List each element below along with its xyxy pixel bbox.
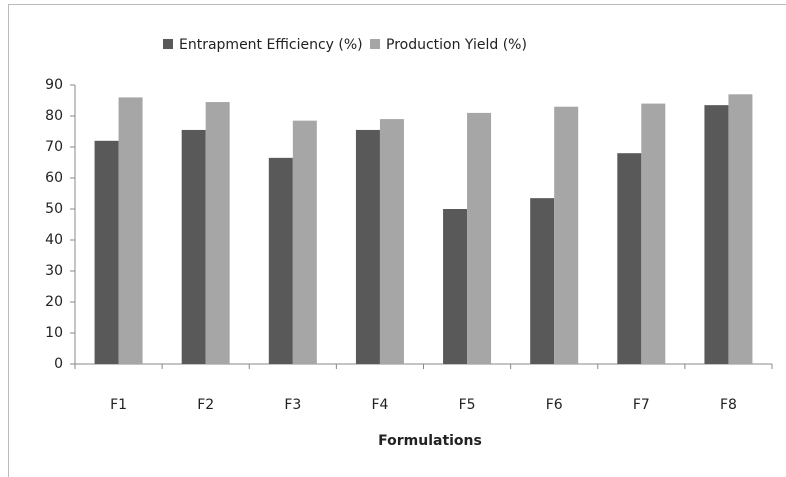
y-tick-label: 50 (45, 201, 63, 217)
bar (467, 112, 492, 365)
x-axis-title: Formulations (378, 433, 482, 449)
x-tick-label: F3 (284, 397, 301, 413)
bar (728, 94, 753, 365)
bar (181, 129, 206, 364)
y-tick-label: 70 (45, 139, 63, 155)
bar (118, 97, 143, 365)
x-tick-label: F7 (633, 397, 650, 413)
y-tick-label: 40 (45, 232, 63, 248)
y-tick-label: 30 (45, 263, 63, 279)
y-tick-label: 80 (45, 108, 63, 124)
bar (292, 120, 317, 365)
y-tick-label: 90 (45, 77, 63, 93)
legend-swatch (163, 39, 173, 49)
bar (443, 209, 468, 364)
x-tick-label: F5 (459, 397, 476, 413)
x-tick-label: F8 (720, 397, 737, 413)
legend-label: Production Yield (%) (386, 37, 527, 53)
x-tick-label: F2 (197, 397, 214, 413)
bar (554, 106, 579, 364)
bar (94, 140, 119, 364)
legend-label: Entrapment Efficiency (%) (179, 37, 363, 53)
x-tick-label: F4 (371, 397, 388, 413)
bar (617, 153, 642, 364)
x-tick-label: F6 (546, 397, 563, 413)
y-tick-label: 60 (45, 170, 63, 186)
x-tick-label: F1 (110, 397, 127, 413)
bar (641, 103, 666, 364)
legend-swatch (370, 39, 380, 49)
bar (205, 102, 230, 365)
y-tick-label: 10 (45, 325, 63, 341)
y-tick-label: 20 (45, 294, 63, 310)
bar (355, 129, 380, 364)
bar (379, 119, 404, 364)
bar (704, 105, 729, 365)
bar (268, 157, 293, 364)
bar (530, 198, 555, 364)
y-tick-label: 0 (54, 356, 63, 372)
